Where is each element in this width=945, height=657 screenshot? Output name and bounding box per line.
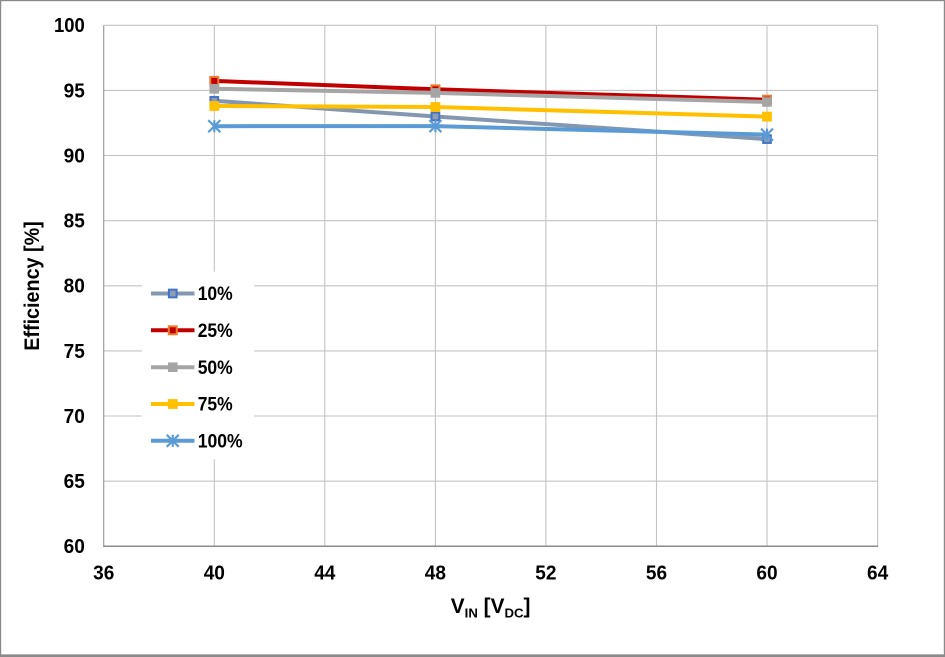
svg-text:80: 80 [64, 276, 85, 298]
svg-text:75: 75 [64, 341, 85, 363]
svg-text:50%: 50% [198, 358, 233, 379]
svg-text:60: 60 [64, 536, 85, 558]
svg-text:65: 65 [64, 471, 85, 493]
svg-text:100: 100 [54, 15, 85, 37]
svg-text:10%: 10% [198, 284, 233, 305]
svg-text:40: 40 [204, 562, 225, 584]
svg-text:100%: 100% [198, 431, 243, 452]
svg-text:44: 44 [314, 562, 336, 584]
svg-text:52: 52 [535, 562, 556, 584]
svg-text:48: 48 [425, 562, 446, 584]
svg-text:56: 56 [646, 562, 667, 584]
svg-text:Efficiency [%]: Efficiency [%] [20, 221, 44, 351]
svg-text:64: 64 [867, 562, 889, 584]
svg-text:75%: 75% [198, 395, 233, 416]
svg-text:36: 36 [93, 562, 114, 584]
svg-text:25%: 25% [198, 321, 233, 342]
svg-text:85: 85 [64, 211, 85, 233]
svg-text:90: 90 [64, 145, 85, 167]
svg-text:70: 70 [64, 406, 85, 428]
svg-text:60: 60 [756, 562, 777, 584]
svg-text:95: 95 [64, 80, 85, 102]
